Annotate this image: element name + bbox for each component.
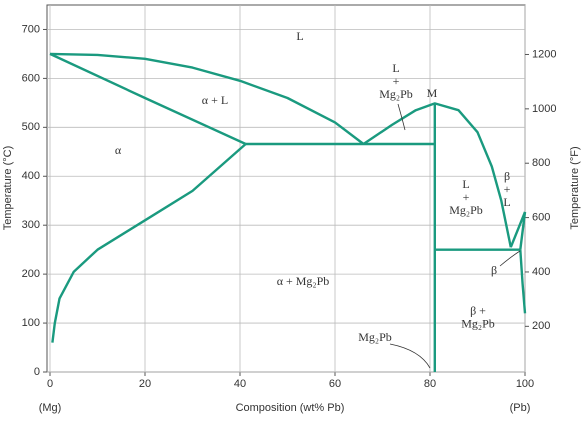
pointer (499, 250, 521, 267)
y2-axis-label: Temperature (°F) (569, 146, 581, 229)
y-tick-label: 700 (22, 23, 40, 35)
region-label: L (392, 61, 399, 75)
y-tick-label: 600 (22, 72, 40, 84)
x-tick-label: 80 (424, 378, 436, 390)
region-label: Mg₂Pb (358, 330, 392, 344)
y-tick-label: 400 (22, 170, 40, 182)
x-tick-label: 40 (234, 378, 246, 390)
y2-tick-label: 200 (532, 320, 550, 332)
right-end-label: (Pb) (510, 402, 531, 414)
region-label: L (296, 29, 303, 43)
y-axis-label: Temperature (°C) (2, 146, 14, 230)
region-label: α (115, 143, 122, 157)
y-tick-label: 300 (22, 219, 40, 231)
x-tick-label: 0 (47, 378, 53, 390)
region-label: + (393, 74, 400, 88)
pointer (397, 103, 406, 131)
y-tick-label: 500 (22, 121, 40, 133)
y-tick-label: 200 (22, 268, 40, 280)
region-label: L (462, 177, 469, 191)
region-label: Mg₂Pb (449, 203, 483, 217)
phase-boundary (509, 211, 527, 248)
left-end-label: (Mg) (39, 402, 62, 414)
region-label: + (463, 190, 470, 204)
y-tick-label: 100 (22, 317, 40, 329)
x-tick-label: 100 (516, 378, 534, 390)
phase-boundary (51, 143, 247, 343)
region-label: + (504, 182, 511, 196)
y2-tick-label: 1000 (532, 103, 556, 115)
region-label: β (491, 263, 497, 277)
region-label: α + Mg₂Pb (277, 274, 330, 288)
y2-tick-label: 800 (532, 157, 550, 169)
y2-tick-label: 1200 (532, 48, 556, 60)
region-label: α + L (202, 93, 228, 107)
y2-tick-label: 400 (532, 266, 550, 278)
region-label: L (503, 195, 510, 209)
phase-boundary (49, 52, 247, 146)
region-label: β (504, 169, 510, 183)
phase-boundary (362, 102, 512, 248)
pointer (389, 343, 431, 369)
x-tick-label: 60 (329, 378, 341, 390)
phase-boundary (519, 249, 527, 314)
region-label: Mg₂Pb (379, 87, 413, 101)
x-tick-label: 20 (139, 378, 151, 390)
region-label: β + (470, 303, 486, 317)
y2-tick-label: 600 (532, 211, 550, 223)
region-label: M (427, 86, 438, 100)
phase-boundary (519, 211, 527, 250)
plot-frame (46, 4, 526, 373)
x-axis-label: Composition (wt% Pb) (236, 402, 345, 414)
y-tick-label: 0 (34, 366, 40, 378)
region-label: Mg₂Pb (461, 316, 495, 330)
phase-boundary (49, 52, 365, 145)
